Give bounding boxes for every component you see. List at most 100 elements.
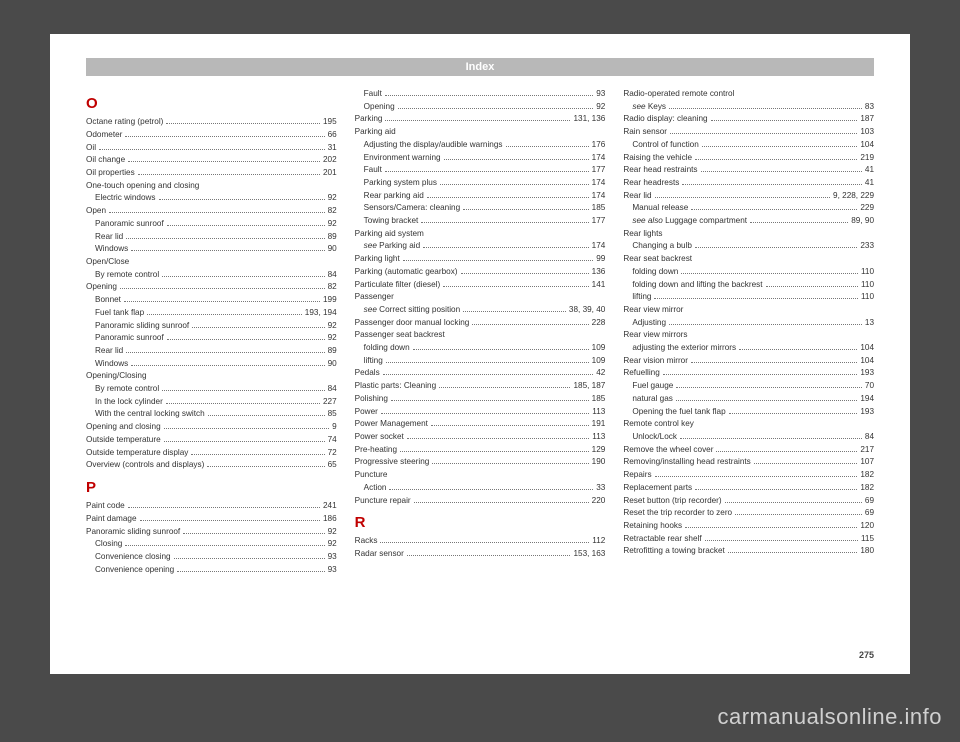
- index-entry-label: Rear lid: [95, 345, 123, 358]
- leader-dots: [472, 319, 588, 325]
- index-entry-label: Towing bracket: [364, 215, 419, 228]
- leader-dots: [463, 306, 566, 312]
- index-entry: folding down and lifting the backrest110: [623, 279, 874, 292]
- index-entry: Panoramic sliding sunroof92: [86, 526, 337, 539]
- index-entry-page: 241: [323, 500, 337, 513]
- index-entry-page: 103: [860, 126, 874, 139]
- index-entry-label: Radio display: cleaning: [623, 113, 707, 126]
- index-entry: Sensors/Camera: cleaning185: [355, 202, 606, 215]
- index-heading: Passenger seat backrest: [355, 329, 606, 342]
- index-entry: Reset button (trip recorder)69: [623, 495, 874, 508]
- leader-dots: [386, 357, 589, 363]
- index-entry-label: see Correct sitting position: [364, 304, 460, 317]
- index-entry: Reset the trip recorder to zero69: [623, 507, 874, 520]
- leader-dots: [711, 116, 858, 122]
- index-entry-label: folding down: [632, 266, 678, 279]
- index-entry-page: 193: [860, 367, 874, 380]
- manual-page: Index OOctane rating (petrol)195Odometer…: [50, 34, 910, 674]
- index-heading: Rear seat backrest: [623, 253, 874, 266]
- index-entry-label: Parking: [355, 113, 383, 126]
- leader-dots: [385, 166, 589, 172]
- index-entry-label: Adjusting: [632, 317, 666, 330]
- leader-dots: [125, 131, 324, 137]
- leader-dots: [766, 281, 858, 287]
- index-entry-label: Parking system plus: [364, 177, 437, 190]
- index-entry-page: 180: [860, 545, 874, 558]
- index-entry: Racks112: [355, 535, 606, 548]
- leader-dots: [391, 395, 589, 401]
- index-entry-page: 220: [592, 495, 606, 508]
- leader-dots: [702, 141, 858, 147]
- index-entry-label: Rear headrests: [623, 177, 679, 190]
- index-entry: Rear headrests41: [623, 177, 874, 190]
- leader-dots: [443, 281, 588, 287]
- index-entry-page: 219: [860, 152, 874, 165]
- index-entry-page: 90: [328, 243, 337, 256]
- index-column-2: Fault93Opening92Parking131, 136Parking a…: [355, 88, 606, 576]
- index-entry: Rear lid 89: [86, 345, 337, 358]
- index-entry-label: Sensors/Camera: cleaning: [364, 202, 460, 215]
- index-entry: Remove the wheel cover217: [623, 444, 874, 457]
- index-entry-label: Bonnet: [95, 294, 121, 307]
- index-entry-label: Panoramic sliding sunroof: [86, 526, 180, 539]
- page-header: Index: [86, 58, 874, 76]
- index-entry-page: 92: [328, 538, 337, 551]
- leader-dots: [695, 484, 857, 490]
- index-entry-label: Outside temperature display: [86, 447, 188, 460]
- leader-dots: [728, 548, 858, 554]
- index-entry-label: Convenience closing: [95, 551, 171, 564]
- index-entry-page: 233: [860, 240, 874, 253]
- index-entry-page: 93: [328, 564, 337, 577]
- index-entry-page: 174: [592, 152, 606, 165]
- page-number: 275: [859, 650, 874, 660]
- index-entry: Fuel tank flap193, 194: [86, 307, 337, 320]
- index-entry: Rear lid89: [86, 231, 337, 244]
- index-entry-label: Opening: [86, 281, 117, 294]
- index-entry: Retrofitting a towing bracket180: [623, 545, 874, 558]
- leader-dots: [439, 382, 570, 388]
- index-entry: Pre-heating129: [355, 444, 606, 457]
- leader-dots: [109, 207, 325, 213]
- leader-dots: [750, 217, 848, 223]
- leader-dots: [140, 515, 320, 521]
- leader-dots: [735, 509, 862, 515]
- index-entry-page: 185, 187: [573, 380, 605, 393]
- leader-dots: [128, 157, 320, 163]
- index-entry-label: By remote control: [95, 383, 159, 396]
- leader-dots: [685, 522, 857, 528]
- index-entry-page: 83: [865, 101, 874, 114]
- index-entry-label: see Keys: [632, 101, 666, 114]
- leader-dots: [655, 471, 858, 477]
- index-entry-label: Fuel gauge: [632, 380, 673, 393]
- index-entry: Convenience opening93: [86, 564, 337, 577]
- leader-dots: [413, 344, 589, 350]
- index-entry: Adjusting the display/audible warnings17…: [355, 139, 606, 152]
- index-entry-page: 109: [592, 355, 606, 368]
- index-entry-page: 89: [328, 345, 337, 358]
- index-entry: Repairs182: [623, 469, 874, 482]
- index-entry-page: 174: [592, 190, 606, 203]
- index-entry-label: By remote control: [95, 269, 159, 282]
- index-entry-label: Rear head restraints: [623, 164, 697, 177]
- leader-dots: [681, 268, 858, 274]
- index-entry-page: 69: [865, 495, 874, 508]
- index-entry: By remote control84: [86, 383, 337, 396]
- index-columns: OOctane rating (petrol)195Odometer66Oil3…: [86, 88, 874, 576]
- index-entry-label: natural gas: [632, 393, 673, 406]
- index-entry: lifting109: [355, 355, 606, 368]
- index-entry: Oil change202: [86, 154, 337, 167]
- index-column-3: Radio-operated remote controlsee Keys83R…: [623, 88, 874, 576]
- index-entry: Power113: [355, 406, 606, 419]
- index-entry-page: 174: [592, 177, 606, 190]
- index-entry-label: Panoramic sunroof: [95, 332, 164, 345]
- index-entry: Convenience closing93: [86, 551, 337, 564]
- leader-dots: [126, 233, 324, 239]
- index-entry: Towing bracket177: [355, 215, 606, 228]
- index-heading: Rear view mirrors: [623, 329, 874, 342]
- index-entry-label: Panoramic sunroof: [95, 218, 164, 231]
- index-entry-label: Changing a bulb: [632, 240, 692, 253]
- index-entry-label: Oil change: [86, 154, 125, 167]
- section-letter: R: [355, 511, 606, 534]
- index-entry-label: Unlock/Lock: [632, 431, 677, 444]
- index-entry: By remote control84: [86, 269, 337, 282]
